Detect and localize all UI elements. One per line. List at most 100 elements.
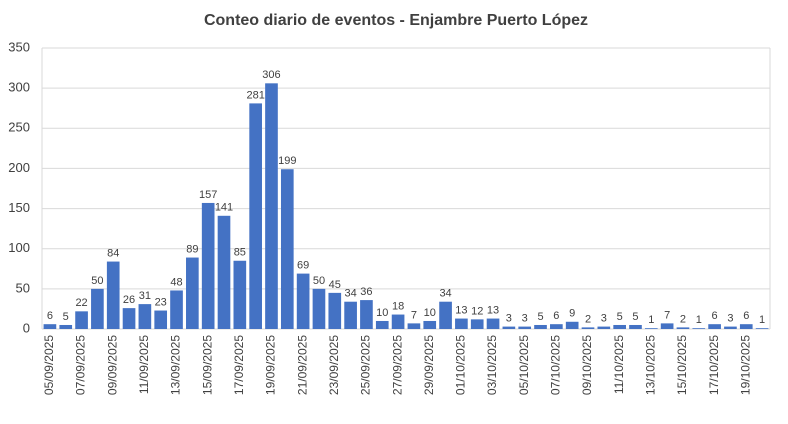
data-label: 6 [47,310,53,322]
x-tick-label: 13/09/2025 [169,335,183,395]
x-tick-label: 15/10/2025 [675,335,689,395]
data-label: 3 [601,312,607,324]
data-label: 141 [215,202,233,214]
x-tick-label: 19/09/2025 [264,335,278,395]
y-tick-label: 150 [8,200,30,215]
y-tick-label: 250 [8,120,30,135]
data-label: 84 [107,247,119,259]
bar [280,169,294,329]
y-tick-label: 350 [8,39,30,54]
bar [344,301,357,329]
bar [296,273,310,329]
bar [122,308,136,329]
data-label: 7 [411,309,417,321]
x-tick-label: 05/10/2025 [517,335,531,395]
data-label: 6 [553,310,559,322]
data-label: 199 [278,155,296,167]
data-label: 13 [455,304,467,316]
data-label: 3 [506,312,512,324]
bar [613,324,626,329]
bar [708,324,721,329]
data-label: 1 [696,314,702,326]
bar [138,304,152,329]
bar [249,103,262,329]
bar [312,288,326,329]
bar [201,202,215,329]
x-tick-label: 17/09/2025 [232,335,246,395]
x-tick-label: 09/10/2025 [580,335,594,395]
data-label: 34 [344,288,356,300]
data-label: 5 [617,311,623,323]
y-tick-label: 300 [8,80,30,95]
bar [470,319,484,329]
x-tick-label: 11/10/2025 [612,335,626,394]
bar [581,327,595,329]
data-label: 10 [376,307,388,319]
bar [170,290,183,329]
bar [328,292,342,329]
data-label: 3 [727,312,733,324]
data-label: 306 [262,69,280,81]
x-tick-label: 05/09/2025 [42,335,56,395]
bar [91,288,104,329]
data-label: 34 [439,288,451,300]
bar [502,326,516,329]
data-label: 50 [313,275,325,287]
x-tick-label: 07/10/2025 [549,335,563,395]
data-label: 26 [123,294,135,306]
data-label: 1 [759,314,765,326]
bar [565,321,579,329]
x-tick-label: 03/10/2025 [485,335,499,395]
data-label: 6 [743,310,749,322]
bar [724,326,737,329]
data-label: 6 [712,310,718,322]
bar [597,326,611,329]
x-tick-label: 09/09/2025 [105,335,119,395]
data-label: 45 [329,279,341,291]
x-tick-label: 17/10/2025 [707,335,721,395]
y-tick-label: 50 [16,280,30,295]
data-label: 50 [91,275,103,287]
x-tick-label: 25/09/2025 [359,335,373,395]
x-tick-label: 07/09/2025 [74,335,88,395]
bar [644,328,658,329]
bar [455,318,468,329]
bar [43,324,57,329]
data-label: 157 [199,189,217,201]
bar [217,215,231,329]
data-label: 9 [569,308,575,320]
bar [550,324,563,329]
data-label: 281 [246,89,264,101]
data-label: 5 [632,311,638,323]
data-label: 31 [139,290,151,302]
data-label: 12 [471,305,483,317]
bar [106,261,120,329]
data-label: 2 [680,313,686,325]
x-tick-label: 15/09/2025 [200,335,214,395]
data-label: 10 [424,307,436,319]
data-label: 89 [186,243,198,255]
bar [75,311,88,329]
chart-title: Conteo diario de eventos - Enjambre Puer… [204,12,588,29]
x-tick-label: 19/10/2025 [738,335,752,395]
x-tick-label: 11/09/2025 [137,335,151,394]
bar [534,324,547,329]
bar [233,260,247,329]
bar [486,318,500,329]
bar [439,301,452,329]
bar [154,310,168,329]
bar [739,324,753,329]
data-label: 36 [360,286,372,298]
x-tick-label: 13/10/2025 [643,335,657,395]
bar [186,257,199,329]
data-label: 1 [648,314,654,326]
data-label: 23 [155,296,167,308]
y-tick-label: 200 [8,160,30,175]
bar [59,324,73,329]
data-label: 13 [487,304,499,316]
bar [391,314,405,329]
bar [660,323,674,329]
bar [265,83,278,329]
data-label: 22 [75,297,87,309]
